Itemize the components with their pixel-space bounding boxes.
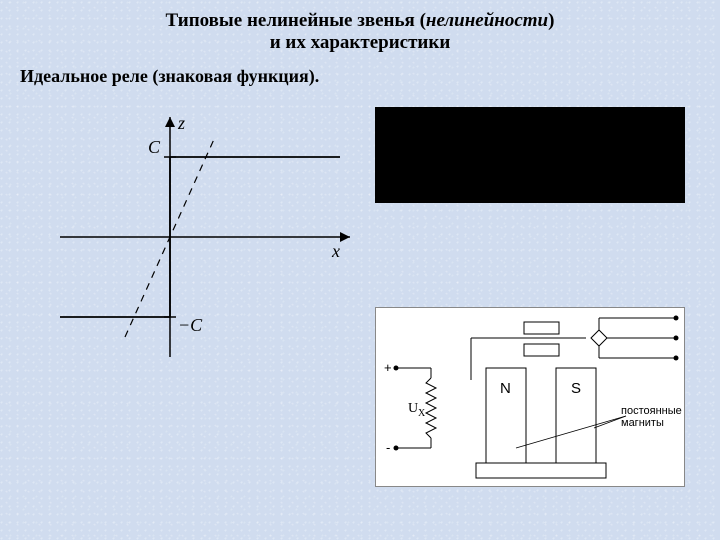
- svg-text:X: X: [418, 408, 426, 419]
- redacted-block: [375, 107, 685, 203]
- relay-graph: z C −C x: [60, 107, 370, 367]
- svg-text:S: S: [571, 380, 581, 397]
- title-line-2: и их характеристики: [40, 32, 680, 54]
- content-area: z C −C x U X + -: [0, 87, 720, 517]
- magnets-label: постоянныемагниты: [621, 405, 682, 429]
- svg-text:x: x: [331, 241, 340, 261]
- svg-text:-: -: [386, 440, 390, 455]
- slide-title: Типовые нелинейные звенья (нелинейности)…: [0, 0, 720, 58]
- svg-text:C: C: [148, 137, 161, 157]
- svg-text:z: z: [177, 113, 185, 133]
- subtitle: Идеальное реле (знаковая функция).: [0, 58, 720, 87]
- svg-text:U: U: [408, 401, 418, 416]
- title-italic: нелинейности: [426, 10, 548, 31]
- title-prefix: Типовые нелинейные звенья (: [166, 10, 426, 31]
- svg-text:N: N: [500, 380, 511, 397]
- title-suffix: ): [548, 10, 554, 31]
- title-line-1: Типовые нелинейные звенья (нелинейности): [40, 10, 680, 32]
- svg-text:+: +: [384, 360, 392, 375]
- svg-text:−C: −C: [178, 315, 203, 335]
- relay-schematic: U X + -: [375, 307, 685, 487]
